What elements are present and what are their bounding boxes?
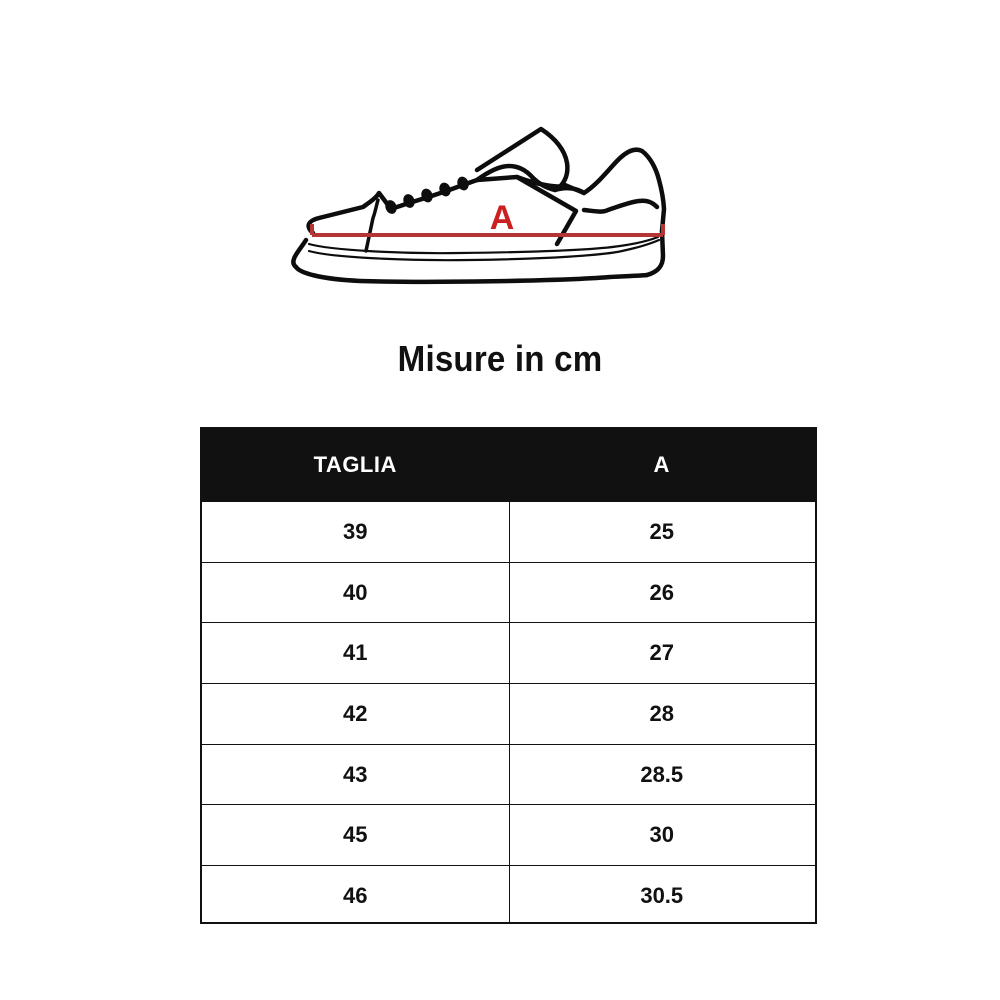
svg-text:A: A — [490, 199, 515, 237]
